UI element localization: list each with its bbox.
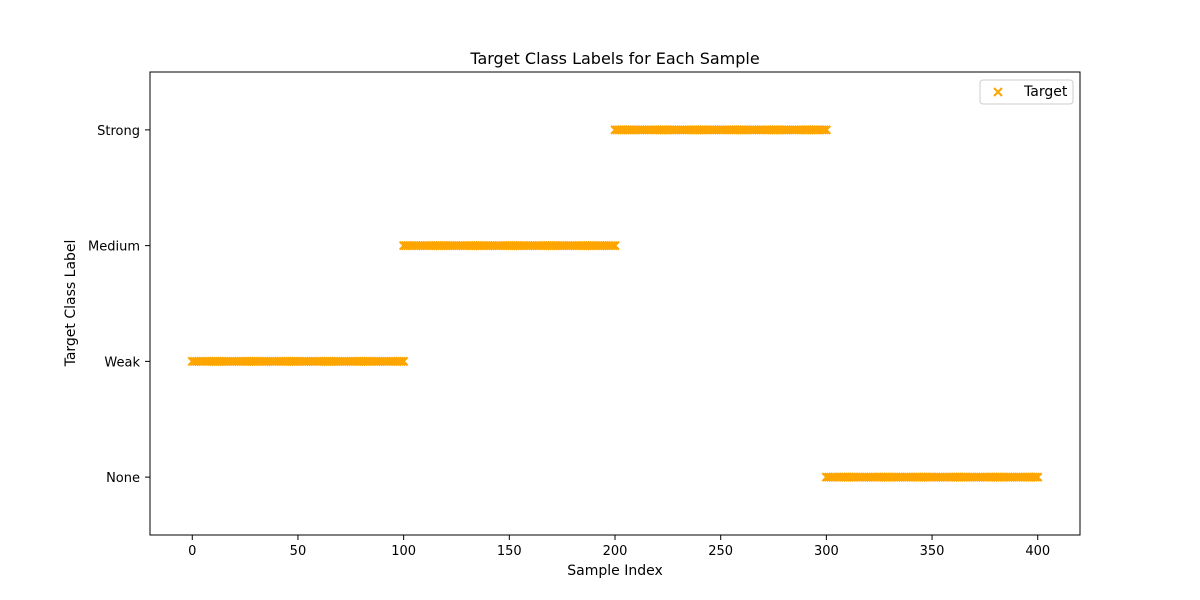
x-axis-label: Sample Index (567, 563, 662, 579)
y-tick-label: Weak (104, 355, 140, 370)
data-point-none (1033, 472, 1043, 482)
data-point-weak (396, 356, 407, 367)
plot-frame (149, 71, 1081, 536)
x-axis-ticks: 0 50 100 150 200 250 300 350 400 (188, 535, 1050, 559)
x-tick-label: 400 (1025, 544, 1050, 559)
legend-label-target: Target (1023, 84, 1068, 100)
data-point-medium (608, 240, 618, 251)
legend-x-marker (993, 87, 1003, 97)
x-tick-label: 350 (920, 544, 945, 559)
data-point-medium (610, 240, 620, 251)
x-tick-label: 0 (188, 544, 196, 559)
y-tick-label: Medium (88, 240, 140, 255)
x-tick-label: 150 (497, 544, 522, 559)
legend-marker-target (993, 87, 1003, 97)
y-axis-label: Target Class Label (63, 240, 79, 368)
data-point-strong (821, 125, 832, 135)
y-tick-label: Strong (97, 124, 140, 139)
data-point-none (1030, 472, 1041, 482)
legend-box (979, 79, 1074, 105)
x-tick-label: 200 (603, 544, 628, 559)
x-tick-label: 300 (814, 544, 839, 559)
data-point-strong (819, 125, 829, 135)
data-point-weak (398, 356, 409, 367)
x-tick-label: 100 (391, 544, 416, 559)
x-tick-label: 250 (708, 544, 733, 559)
plot-area (187, 125, 1043, 482)
y-axis-ticks: None Weak Medium Strong (88, 124, 150, 486)
legend: Target (979, 79, 1074, 105)
y-tick-label: None (106, 471, 140, 486)
x-tick-label: 50 (290, 544, 307, 559)
chart-title: Target Class Labels for Each Sample (469, 49, 759, 68)
